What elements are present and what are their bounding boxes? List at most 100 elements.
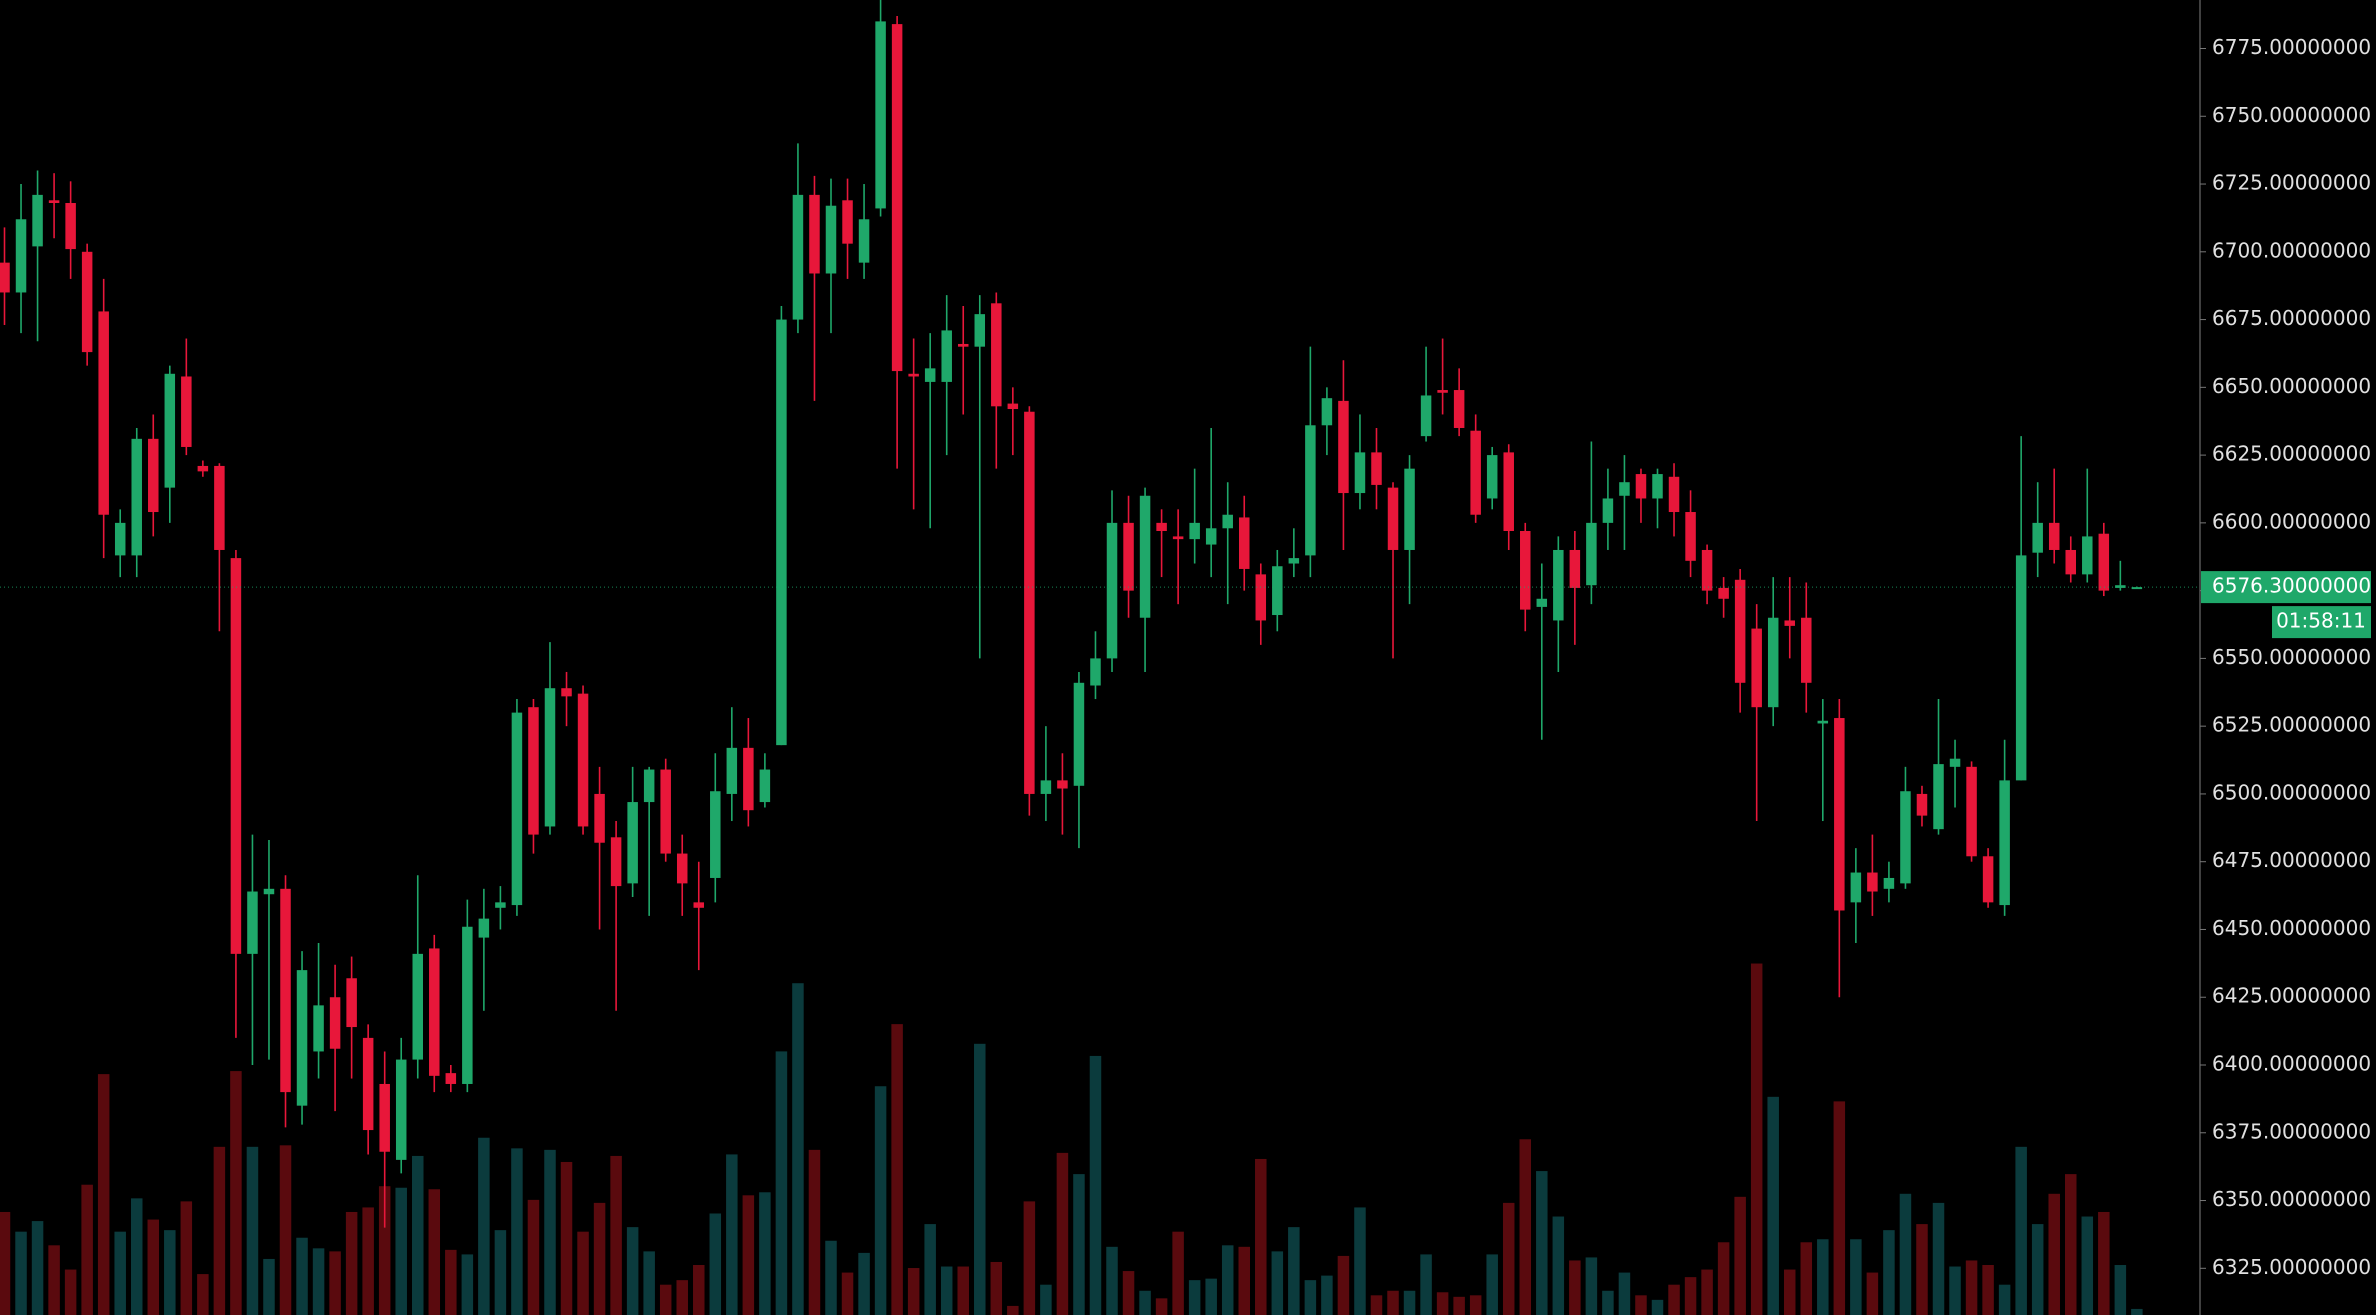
candle-body [131,438,142,556]
volume-bar [858,1252,870,1315]
volume-bar [1023,1201,1036,1315]
candle-body [1437,390,1448,393]
volume-bar [907,1268,920,1315]
volume-bar [2048,1193,2060,1315]
y-tick-label: 6675.00000000 [2212,306,2371,330]
candle-body [1652,474,1663,499]
volume-bar [263,1258,275,1315]
candle-body [908,373,919,377]
candle-body [1007,403,1019,410]
candle-body [1288,558,1300,564]
volume-bar [544,1149,556,1315]
volume-bar [378,1186,391,1315]
volume-bar [1965,1260,1978,1315]
volume-bar [2031,1224,2044,1315]
volume-bar [693,1265,705,1315]
last-price-layer: 6576.30000000 01:58:11 [0,571,2371,639]
volume-bar [1056,1152,1069,1315]
volume-bar [1073,1174,1085,1315]
candle-body [1966,766,1977,857]
volume-bar [1519,1139,1532,1315]
volume-bar [1932,1202,1945,1315]
volume-bar [1304,1280,1317,1315]
volume-bar [1453,1296,1465,1315]
volume-bar [147,1219,160,1315]
price-axis: 6325.00000000 6350.00000000 6375.00000000 6… [2200,35,2371,1279]
volume-bar [825,1240,837,1315]
y-tick-label: 6500.00000000 [2212,780,2371,804]
volume-bar [461,1254,474,1315]
candle-body [1470,430,1481,515]
volume-bar [2015,1146,2027,1315]
candle-body [1867,872,1878,892]
candle-body [247,891,258,954]
candle-body [1222,514,1233,529]
volume-bar [759,1192,771,1315]
candle-body [1321,398,1333,426]
y-tick-label: 6750.00000000 [2212,103,2371,127]
candle-body [1784,620,1795,626]
candle-body [544,688,556,827]
volume-bar [478,1137,490,1315]
volume-bar [1007,1305,1019,1315]
volume-bar [1255,1158,1267,1315]
candle-body [710,791,721,878]
candle-body [726,747,738,794]
volume-bar [345,1211,358,1315]
candle-body [1817,720,1829,724]
candle-body [2048,522,2060,550]
candle-body [1916,793,1928,816]
volume-bar [643,1251,655,1315]
candle-body [1156,522,1167,531]
volume-bar [1221,1245,1234,1315]
volume-bar [1651,1299,1664,1315]
candle-body [1057,780,1068,789]
candle-body [1255,574,1267,621]
candle-body [875,21,886,209]
candle-body [957,343,969,347]
candle-body [214,465,225,550]
candle-body [528,707,539,835]
candle-body [1734,579,1746,683]
candle-body [346,978,357,1028]
candle-body [924,368,936,382]
candle-body [610,837,622,887]
volume-bar [1883,1230,1895,1315]
candle-body [197,465,209,472]
candle-body [1602,498,1614,523]
volume-bar [610,1155,622,1315]
volume-bar [1618,1272,1631,1315]
candle-body [1569,549,1581,588]
volume-bar [180,1201,193,1315]
candle-body [15,219,27,293]
candle-body [148,438,159,513]
candle-body [1767,617,1779,708]
candle-body [1024,411,1035,794]
volume-bar [709,1213,722,1315]
candle-body [891,24,903,372]
volume-bar [2098,1211,2110,1315]
candle-body [1090,658,1101,686]
candle-body [511,712,523,906]
candle-body [263,888,275,895]
volume-bar [296,1237,308,1315]
volume-bar [1602,1290,1614,1315]
volume-bar [1817,1239,1829,1315]
candle-body [1949,758,1961,767]
volume-bar [197,1274,209,1315]
candle-body [429,948,440,1076]
candle-body [65,203,76,250]
volume-bar [626,1227,639,1315]
candle-body [577,693,589,827]
volume-bar [990,1261,1003,1315]
candle-body [1239,517,1250,569]
volume-bar [1800,1242,1813,1315]
candle-body [1718,587,1729,599]
volume-bar [1387,1290,1399,1315]
volume-bar [1701,1269,1713,1315]
candle-body [1272,566,1283,616]
candle-body [0,262,10,293]
volume-bar [742,1195,755,1315]
